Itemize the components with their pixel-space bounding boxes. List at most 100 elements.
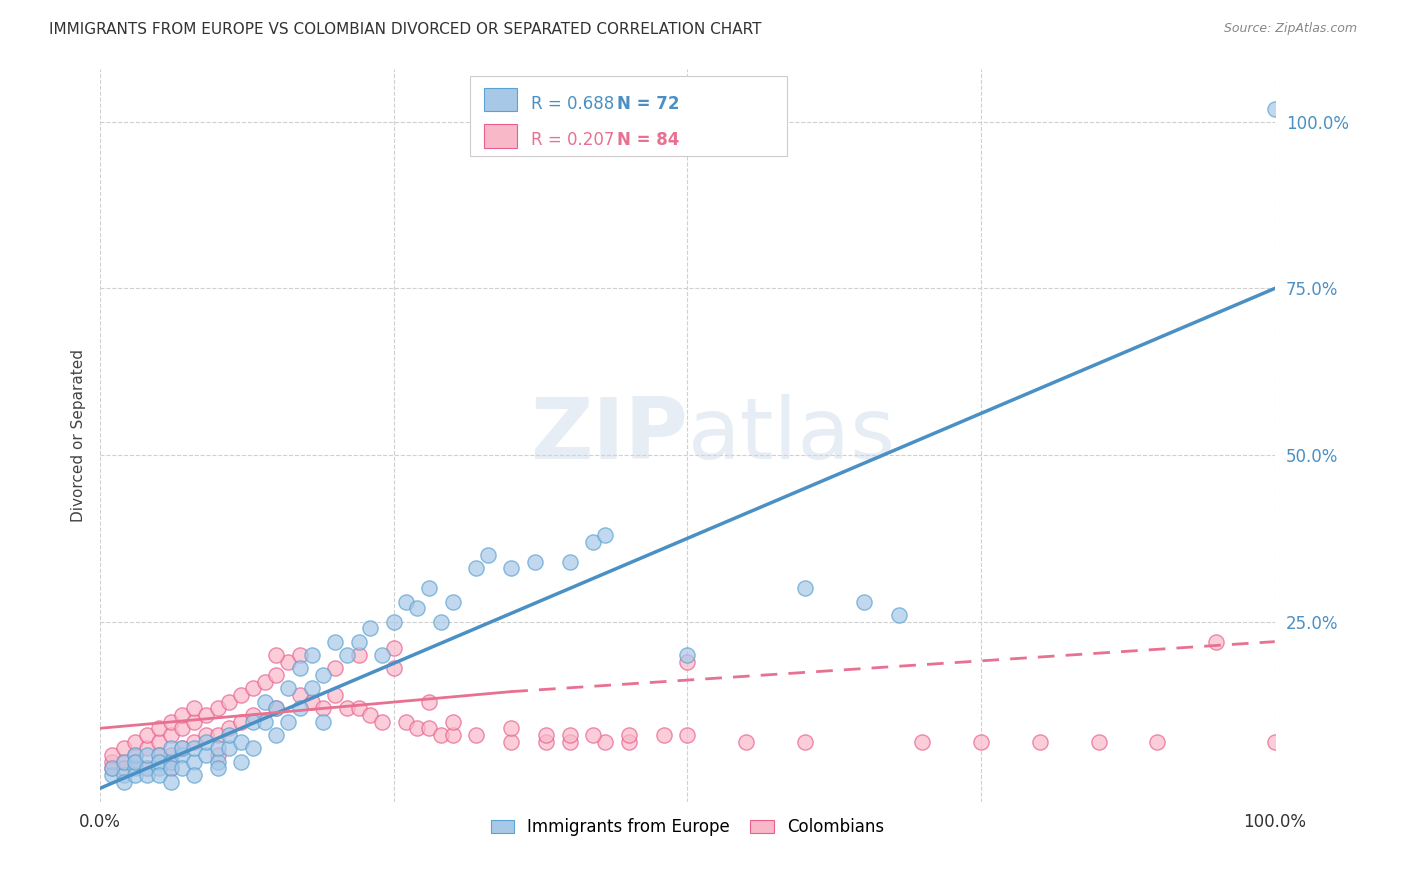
Point	[253, 714, 276, 729]
Point	[394, 714, 416, 729]
Point	[371, 648, 394, 662]
Point	[183, 701, 205, 715]
Bar	[484, 124, 517, 148]
Point	[501, 721, 523, 735]
Point	[266, 701, 288, 715]
Point	[501, 734, 523, 748]
Point	[1087, 734, 1109, 748]
Point	[406, 721, 429, 735]
Point	[359, 708, 381, 723]
Point	[159, 714, 181, 729]
Point	[207, 741, 229, 756]
Point	[242, 681, 264, 696]
Point	[418, 695, 440, 709]
Point	[1264, 102, 1286, 116]
Bar	[484, 87, 517, 111]
Point	[218, 695, 240, 709]
Point	[218, 728, 240, 742]
Point	[288, 701, 311, 715]
Point	[159, 761, 181, 775]
Point	[887, 607, 910, 622]
Point	[382, 615, 405, 629]
Point	[312, 668, 335, 682]
Point	[207, 755, 229, 769]
Point	[501, 561, 523, 575]
Point	[323, 661, 346, 675]
Point	[124, 747, 146, 762]
Point	[136, 741, 159, 756]
Point	[148, 755, 170, 769]
Text: Source: ZipAtlas.com: Source: ZipAtlas.com	[1223, 22, 1357, 36]
Point	[183, 755, 205, 769]
Point	[218, 721, 240, 735]
Point	[359, 621, 381, 635]
Point	[266, 668, 288, 682]
Point	[336, 701, 359, 715]
Point	[136, 761, 159, 775]
Point	[536, 728, 558, 742]
Point	[1205, 634, 1227, 648]
Point	[242, 708, 264, 723]
Point	[183, 741, 205, 756]
Point	[558, 555, 581, 569]
Point	[183, 768, 205, 782]
Point	[558, 734, 581, 748]
Point	[323, 634, 346, 648]
Point	[277, 681, 299, 696]
Point	[288, 648, 311, 662]
Point	[735, 734, 758, 748]
Point	[242, 714, 264, 729]
Point	[652, 728, 675, 742]
Point	[277, 714, 299, 729]
Point	[136, 761, 159, 775]
Point	[124, 755, 146, 769]
Point	[229, 714, 252, 729]
Point	[112, 761, 135, 775]
Point	[676, 728, 699, 742]
Point	[523, 555, 546, 569]
Point	[136, 747, 159, 762]
Point	[911, 734, 934, 748]
Legend: Immigrants from Europe, Colombians: Immigrants from Europe, Colombians	[482, 810, 893, 845]
Point	[148, 734, 170, 748]
Point	[676, 655, 699, 669]
Point	[159, 761, 181, 775]
Point	[112, 741, 135, 756]
Point	[148, 747, 170, 762]
Point	[112, 774, 135, 789]
Point	[1029, 734, 1052, 748]
Point	[301, 648, 323, 662]
Point	[194, 734, 217, 748]
Point	[301, 681, 323, 696]
Text: N = 84: N = 84	[617, 131, 679, 149]
Point	[429, 728, 451, 742]
Point	[207, 701, 229, 715]
Point	[617, 728, 640, 742]
Point	[101, 755, 124, 769]
Point	[136, 768, 159, 782]
Point	[441, 728, 464, 742]
Point	[172, 708, 194, 723]
Point	[124, 734, 146, 748]
Point	[194, 708, 217, 723]
Point	[159, 755, 181, 769]
Point	[465, 728, 488, 742]
Point	[371, 714, 394, 729]
Point	[101, 747, 124, 762]
Point	[429, 615, 451, 629]
Point	[266, 648, 288, 662]
Point	[229, 755, 252, 769]
Point	[970, 734, 993, 748]
Point	[336, 648, 359, 662]
Point	[394, 594, 416, 608]
Point	[347, 701, 370, 715]
Point	[172, 747, 194, 762]
Point	[148, 747, 170, 762]
Point	[593, 734, 616, 748]
Point	[793, 582, 815, 596]
Point	[159, 728, 181, 742]
Point	[183, 714, 205, 729]
Point	[148, 761, 170, 775]
Point	[101, 761, 124, 775]
Point	[112, 755, 135, 769]
